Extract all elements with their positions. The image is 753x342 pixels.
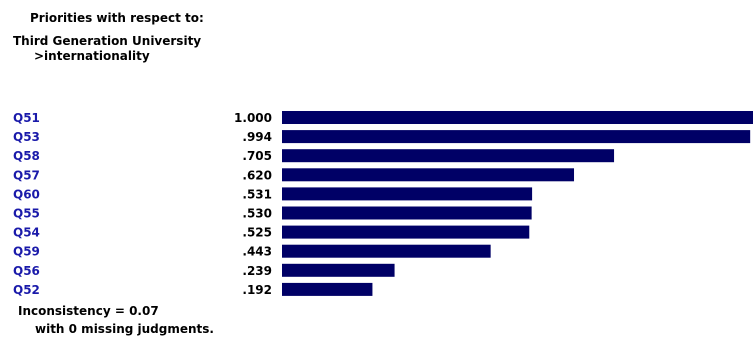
category-label-q57: Q57 [13, 168, 40, 182]
category-label-q59: Q59 [13, 245, 40, 259]
bar-q53 [282, 130, 751, 144]
value-label-q52: .192 [242, 283, 272, 297]
category-label-q58: Q58 [13, 149, 40, 163]
bar-q52 [282, 282, 373, 296]
category-label-q51: Q51 [13, 111, 40, 125]
bar-q56 [282, 263, 395, 277]
value-label-q56: .239 [242, 264, 272, 278]
bar-q54 [282, 225, 530, 239]
bar-q51 [282, 111, 753, 124]
bar-q57 [282, 168, 575, 182]
bar-q59 [282, 244, 491, 258]
category-label-q55: Q55 [13, 207, 40, 221]
bar-q58 [282, 149, 615, 163]
chart-title: Priorities with respect to: [30, 11, 204, 25]
category-label-q54: Q54 [13, 226, 40, 240]
goal-name: Third Generation University [13, 34, 202, 48]
criterion-name: >internationality [34, 49, 150, 63]
bar-q60 [282, 187, 533, 201]
missing-judgments-label: with 0 missing judgments. [35, 322, 214, 336]
value-label-q57: .620 [242, 168, 272, 182]
value-label-q60: .531 [242, 187, 272, 201]
category-label-q60: Q60 [13, 187, 40, 201]
value-label-q54: .525 [242, 226, 272, 240]
category-label-q52: Q52 [13, 283, 40, 297]
value-label-q58: .705 [242, 149, 272, 163]
value-label-q53: .994 [242, 130, 272, 144]
category-label-q56: Q56 [13, 264, 40, 278]
category-label-q53: Q53 [13, 130, 40, 144]
value-label-q55: .530 [242, 207, 272, 221]
value-label-q59: .443 [242, 245, 272, 259]
inconsistency-label: Inconsistency = 0.07 [18, 304, 159, 318]
bar-q55 [282, 206, 532, 220]
value-label-q51: 1.000 [234, 111, 272, 125]
